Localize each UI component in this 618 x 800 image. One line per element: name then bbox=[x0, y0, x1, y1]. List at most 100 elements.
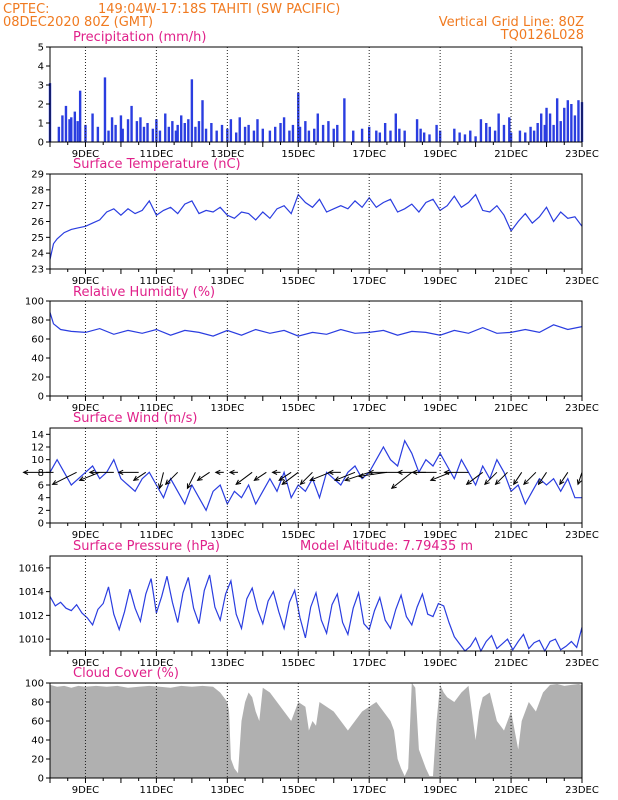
precip-bar bbox=[190, 79, 194, 142]
precip-bar bbox=[174, 130, 178, 142]
cloud-area bbox=[50, 683, 582, 778]
precip-bar bbox=[243, 126, 247, 142]
precip-bar bbox=[493, 130, 497, 142]
precip-bar bbox=[298, 126, 302, 142]
temp-xtick-label: 13DEC bbox=[210, 276, 244, 287]
precip-bar bbox=[548, 113, 552, 142]
precip-bar bbox=[229, 119, 233, 142]
wind-arrow bbox=[235, 471, 253, 486]
precip-bar bbox=[197, 121, 201, 142]
wind-arrow bbox=[253, 471, 267, 481]
precip-bar bbox=[543, 124, 546, 142]
pressure-xtick-label: 15DEC bbox=[281, 658, 315, 669]
wind-arrow-shaft bbox=[52, 471, 77, 485]
wind-arrow-shaft bbox=[391, 471, 413, 489]
wind-arrow-head bbox=[281, 479, 288, 486]
precip-bar bbox=[415, 119, 419, 142]
precip-bar bbox=[532, 130, 536, 142]
wind-arrow bbox=[344, 471, 370, 482]
wind-arrow-head bbox=[186, 483, 192, 490]
wind-ytick-label: 4 bbox=[38, 493, 44, 504]
wind-arrow-head bbox=[333, 476, 341, 482]
precip-bar bbox=[313, 128, 316, 142]
precip-bar bbox=[566, 100, 570, 142]
rh-line bbox=[49, 312, 583, 337]
precip-bar bbox=[226, 128, 229, 142]
precip-bar bbox=[419, 128, 422, 142]
wind-xtick-label: 23DEC bbox=[565, 530, 599, 541]
precip-bar bbox=[479, 119, 483, 142]
wind-arrow-head bbox=[484, 479, 490, 486]
cloud-ytick-label: 20 bbox=[31, 755, 44, 766]
wind-arrow-shaft bbox=[278, 471, 292, 481]
pressure-title: Surface Pressure (hPa) bbox=[73, 539, 220, 554]
wind-arrow-head bbox=[214, 469, 221, 475]
wind-title: Surface Wind (m/s) bbox=[73, 411, 197, 426]
wind-arrow-shaft bbox=[538, 472, 547, 485]
temp-xtick-label: 23DEC bbox=[565, 276, 599, 287]
wind-arrow-shaft bbox=[559, 472, 569, 485]
precip-bar bbox=[268, 130, 272, 142]
cloud-xtick-label: 17DEC bbox=[352, 785, 386, 796]
precip-bar bbox=[394, 113, 397, 142]
rh-ytick-label: 100 bbox=[25, 297, 44, 308]
wind-arrow bbox=[278, 471, 292, 481]
pressure-xtick-label: 9DEC bbox=[72, 658, 99, 669]
wind-arrow-shaft bbox=[334, 471, 356, 481]
pressure-xtick-label: 21DEC bbox=[494, 658, 528, 669]
pressure-ytick-label: 1014 bbox=[19, 587, 44, 598]
temp-xtick-label: 9DEC bbox=[72, 276, 99, 287]
precip-bar bbox=[336, 124, 339, 142]
temp-title: Surface Temperature (nC) bbox=[73, 157, 241, 172]
precip-bar bbox=[573, 115, 577, 142]
wind-arrow-head bbox=[465, 479, 472, 486]
wind-arrow-head bbox=[396, 469, 403, 475]
wind-arrow-shaft bbox=[281, 471, 299, 485]
precip-ytick-label: 4 bbox=[38, 62, 44, 73]
precip-bar bbox=[204, 128, 208, 142]
precip-ytick-label: 2 bbox=[38, 100, 44, 111]
cloud-title: Cloud Cover (%) bbox=[73, 666, 179, 681]
precip-bar bbox=[76, 121, 79, 142]
precip-bar bbox=[252, 130, 256, 142]
precip-bar bbox=[61, 115, 64, 142]
wind-arrow bbox=[333, 471, 356, 482]
temp-ytick-label: 25 bbox=[31, 233, 44, 244]
wind-arrow-head bbox=[164, 479, 171, 486]
wind-arrow-head bbox=[22, 469, 29, 475]
precip-bar bbox=[502, 124, 506, 142]
precip-bar bbox=[545, 107, 548, 142]
precip-xtick-label: 17DEC bbox=[352, 149, 386, 160]
precip-bar bbox=[497, 113, 500, 142]
wind-arrow-head bbox=[157, 483, 164, 490]
precip-ytick-label: 0 bbox=[38, 138, 44, 149]
temp-ytick-label: 29 bbox=[31, 170, 44, 181]
temp-ytick-label: 26 bbox=[31, 217, 44, 228]
precip-bar bbox=[256, 119, 259, 142]
rh-ytick-label: 80 bbox=[31, 316, 44, 327]
precip-xtick-label: 13DEC bbox=[210, 149, 244, 160]
precip-bar bbox=[488, 126, 491, 142]
precip-bar bbox=[220, 124, 224, 142]
wind-arrow bbox=[523, 471, 537, 486]
precip-ytick-label: 1 bbox=[38, 119, 44, 130]
wind-arrow bbox=[537, 472, 547, 486]
precip-bar bbox=[121, 128, 124, 142]
precip-bar bbox=[70, 117, 73, 142]
wind-arrow bbox=[299, 471, 313, 486]
wind-arrow bbox=[309, 471, 331, 482]
pressure-xtick-label: 23DEC bbox=[565, 658, 599, 669]
wind-arrow-head bbox=[559, 479, 565, 486]
cloud-ytick-label: 100 bbox=[25, 679, 44, 690]
precip-bar bbox=[540, 113, 543, 142]
precip-bar bbox=[158, 130, 162, 142]
temp-xtick-label: 15DEC bbox=[281, 276, 315, 287]
wind-arrow-shaft bbox=[300, 471, 313, 485]
precip-bar bbox=[508, 117, 511, 142]
precip-bar bbox=[453, 128, 456, 142]
cloud-xtick-label: 11DEC bbox=[140, 785, 174, 796]
wind-ytick-label: 2 bbox=[38, 506, 44, 517]
pressure-ytick-label: 1012 bbox=[19, 611, 44, 622]
wind-arrow-head bbox=[411, 469, 418, 475]
precip-frame bbox=[49, 46, 583, 143]
